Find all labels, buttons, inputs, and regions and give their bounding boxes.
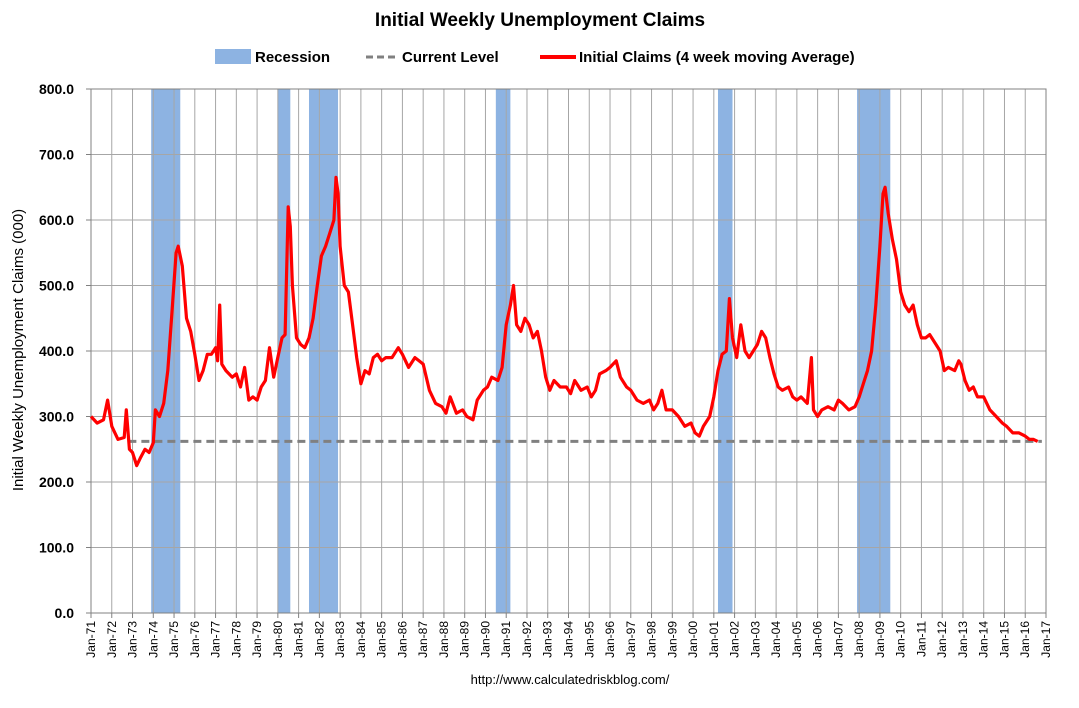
x-tick-label: Jan-06 <box>811 621 825 658</box>
y-tick-label: 700.0 <box>39 147 74 163</box>
x-tick-label: Jan-91 <box>499 621 513 658</box>
y-tick-label: 200.0 <box>39 474 74 490</box>
y-tick-label: 500.0 <box>39 278 74 294</box>
x-tick-label: Jan-13 <box>956 621 970 658</box>
x-tick-label: Jan-99 <box>665 621 679 658</box>
x-tick-label: Jan-17 <box>1039 621 1053 658</box>
x-tick-label: Jan-88 <box>437 621 451 658</box>
source-url: http://www.calculatedriskblog.com/ <box>471 672 670 687</box>
y-tick-label: 600.0 <box>39 212 74 228</box>
x-tick-label: Jan-08 <box>852 621 866 658</box>
x-tick-label: Jan-12 <box>935 621 949 658</box>
x-tick-label: Jan-92 <box>520 621 534 658</box>
x-tick-label: Jan-87 <box>416 621 430 658</box>
x-tick-label: Jan-84 <box>354 621 368 658</box>
claims-series-line <box>89 175 1039 468</box>
x-tick-label: Jan-77 <box>209 621 223 658</box>
x-tick-label: Jan-86 <box>395 621 409 658</box>
y-axis-label: Initial Weekly Unemployment Claims (000) <box>10 209 27 491</box>
y-tick-label: 100.0 <box>39 540 74 556</box>
chart-title: Initial Weekly Unemployment Claims <box>375 10 705 31</box>
x-tick-label: Jan-90 <box>478 621 492 658</box>
x-tick-label: Jan-09 <box>873 621 887 658</box>
x-tick-label: Jan-00 <box>686 621 700 658</box>
x-tick-label: Jan-73 <box>126 621 140 658</box>
x-tick-label: Jan-80 <box>271 621 285 658</box>
x-tick-label: Jan-81 <box>292 621 306 658</box>
x-tick-label: Jan-98 <box>645 621 659 658</box>
y-axis: 0.0 100.0 200.0 300.0 400.0 500.0 600.0 700.0 80… <box>39 81 91 621</box>
x-tick-label: Jan-14 <box>977 621 991 658</box>
x-tick-label: Jan-03 <box>748 621 762 658</box>
x-tick-label: Jan-83 <box>333 621 347 658</box>
x-tick-label: Jan-79 <box>250 621 264 658</box>
legend-recession-label: Recession <box>255 49 330 66</box>
plot-area <box>89 88 1047 614</box>
x-tick-label: Jan-96 <box>603 621 617 658</box>
x-tick-label: Jan-11 <box>914 621 928 657</box>
x-tick-label: Jan-93 <box>541 621 555 658</box>
x-tick-label: Jan-74 <box>146 621 160 658</box>
x-tick-label: Jan-15 <box>997 621 1011 658</box>
legend-recession-swatch <box>215 49 251 64</box>
x-tick-label: Jan-05 <box>790 621 804 658</box>
x-tick-label: Jan-76 <box>188 621 202 658</box>
x-tick-label: Jan-72 <box>105 621 119 658</box>
x-tick-label: Jan-07 <box>831 621 845 658</box>
y-tick-label: 800.0 <box>39 81 74 97</box>
y-tick-label: 400.0 <box>39 343 74 359</box>
x-tick-label: Jan-71 <box>84 621 98 658</box>
x-tick-label: Jan-82 <box>312 621 326 658</box>
legend-claims-label: Initial Claims (4 week moving Average) <box>579 49 855 66</box>
x-tick-label: Jan-85 <box>375 621 389 658</box>
legend-current-label: Current Level <box>402 49 499 66</box>
x-axis: Jan-71 Jan-72 Jan-73 Jan-74 Jan-75 Jan-76 Jan-… <box>84 613 1053 658</box>
x-tick-label: Jan-01 <box>707 621 721 658</box>
x-tick-label: Jan-04 <box>769 621 783 658</box>
x-tick-label: Jan-02 <box>728 621 742 658</box>
x-tick-label: Jan-89 <box>458 621 472 658</box>
y-tick-label: 0.0 <box>55 605 75 621</box>
x-tick-label: Jan-97 <box>624 621 638 658</box>
x-tick-label: Jan-95 <box>582 621 596 658</box>
x-tick-label: Jan-78 <box>229 621 243 658</box>
y-tick-label: 300.0 <box>39 409 74 425</box>
x-tick-label: Jan-75 <box>167 621 181 658</box>
x-tick-label: Jan-94 <box>562 621 576 658</box>
x-tick-label: Jan-10 <box>894 621 908 658</box>
x-tick-label: Jan-16 <box>1018 621 1032 658</box>
legend: Recession Current Level Initial Claims (… <box>215 49 855 66</box>
